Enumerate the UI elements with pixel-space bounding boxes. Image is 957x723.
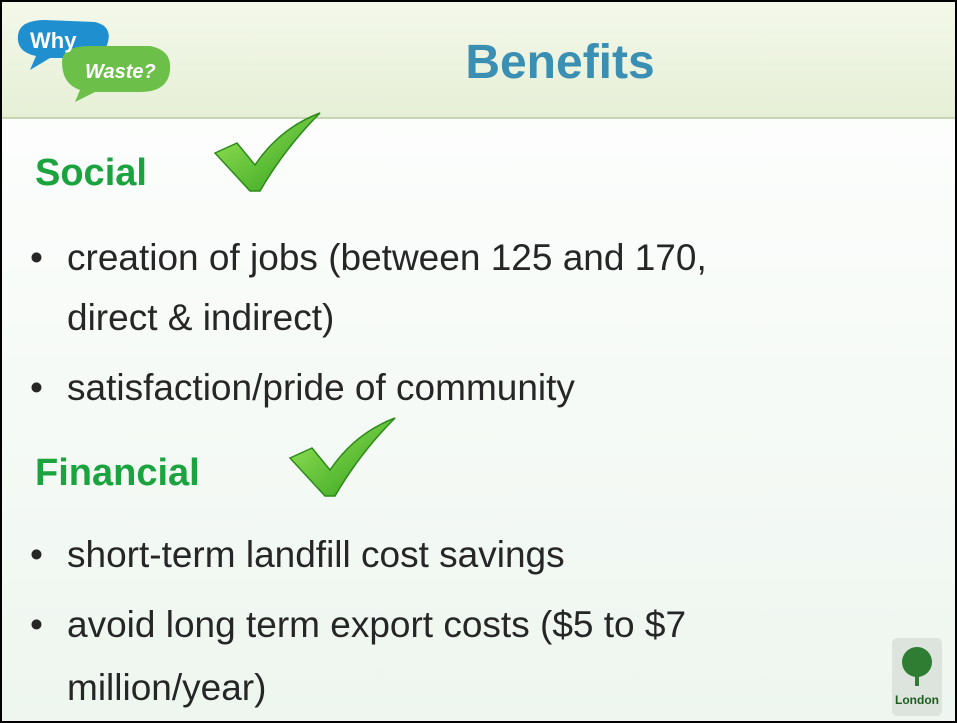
bullet-text: short-term landfill cost savings <box>67 534 565 575</box>
logo-text: Waste? <box>85 61 156 83</box>
logo-tree <box>902 647 932 677</box>
bullet-text: million/year) <box>67 667 266 708</box>
slide-title: Benefits <box>465 36 654 89</box>
london-logo: London <box>892 638 942 716</box>
bullet: • <box>30 534 43 575</box>
logo-text: Why <box>30 28 77 53</box>
section-heading: Social <box>35 152 147 194</box>
logo-text: London <box>895 693 939 707</box>
logo-trunk <box>915 672 919 686</box>
bullet: • <box>30 237 43 278</box>
bullet-text: satisfaction/pride of community <box>67 367 575 408</box>
bullet-text: direct & indirect) <box>67 297 334 338</box>
bullet: • <box>30 604 43 645</box>
why-waste-logo: Why Waste? <box>17 20 171 102</box>
bullet-text: creation of jobs (between 125 and 170, <box>67 237 707 278</box>
bullet: • <box>30 367 43 408</box>
bullet-text: avoid long term export costs ($5 to $7 <box>67 604 686 645</box>
logo-bubble-green <box>62 46 171 102</box>
section-heading: Financial <box>35 452 200 494</box>
